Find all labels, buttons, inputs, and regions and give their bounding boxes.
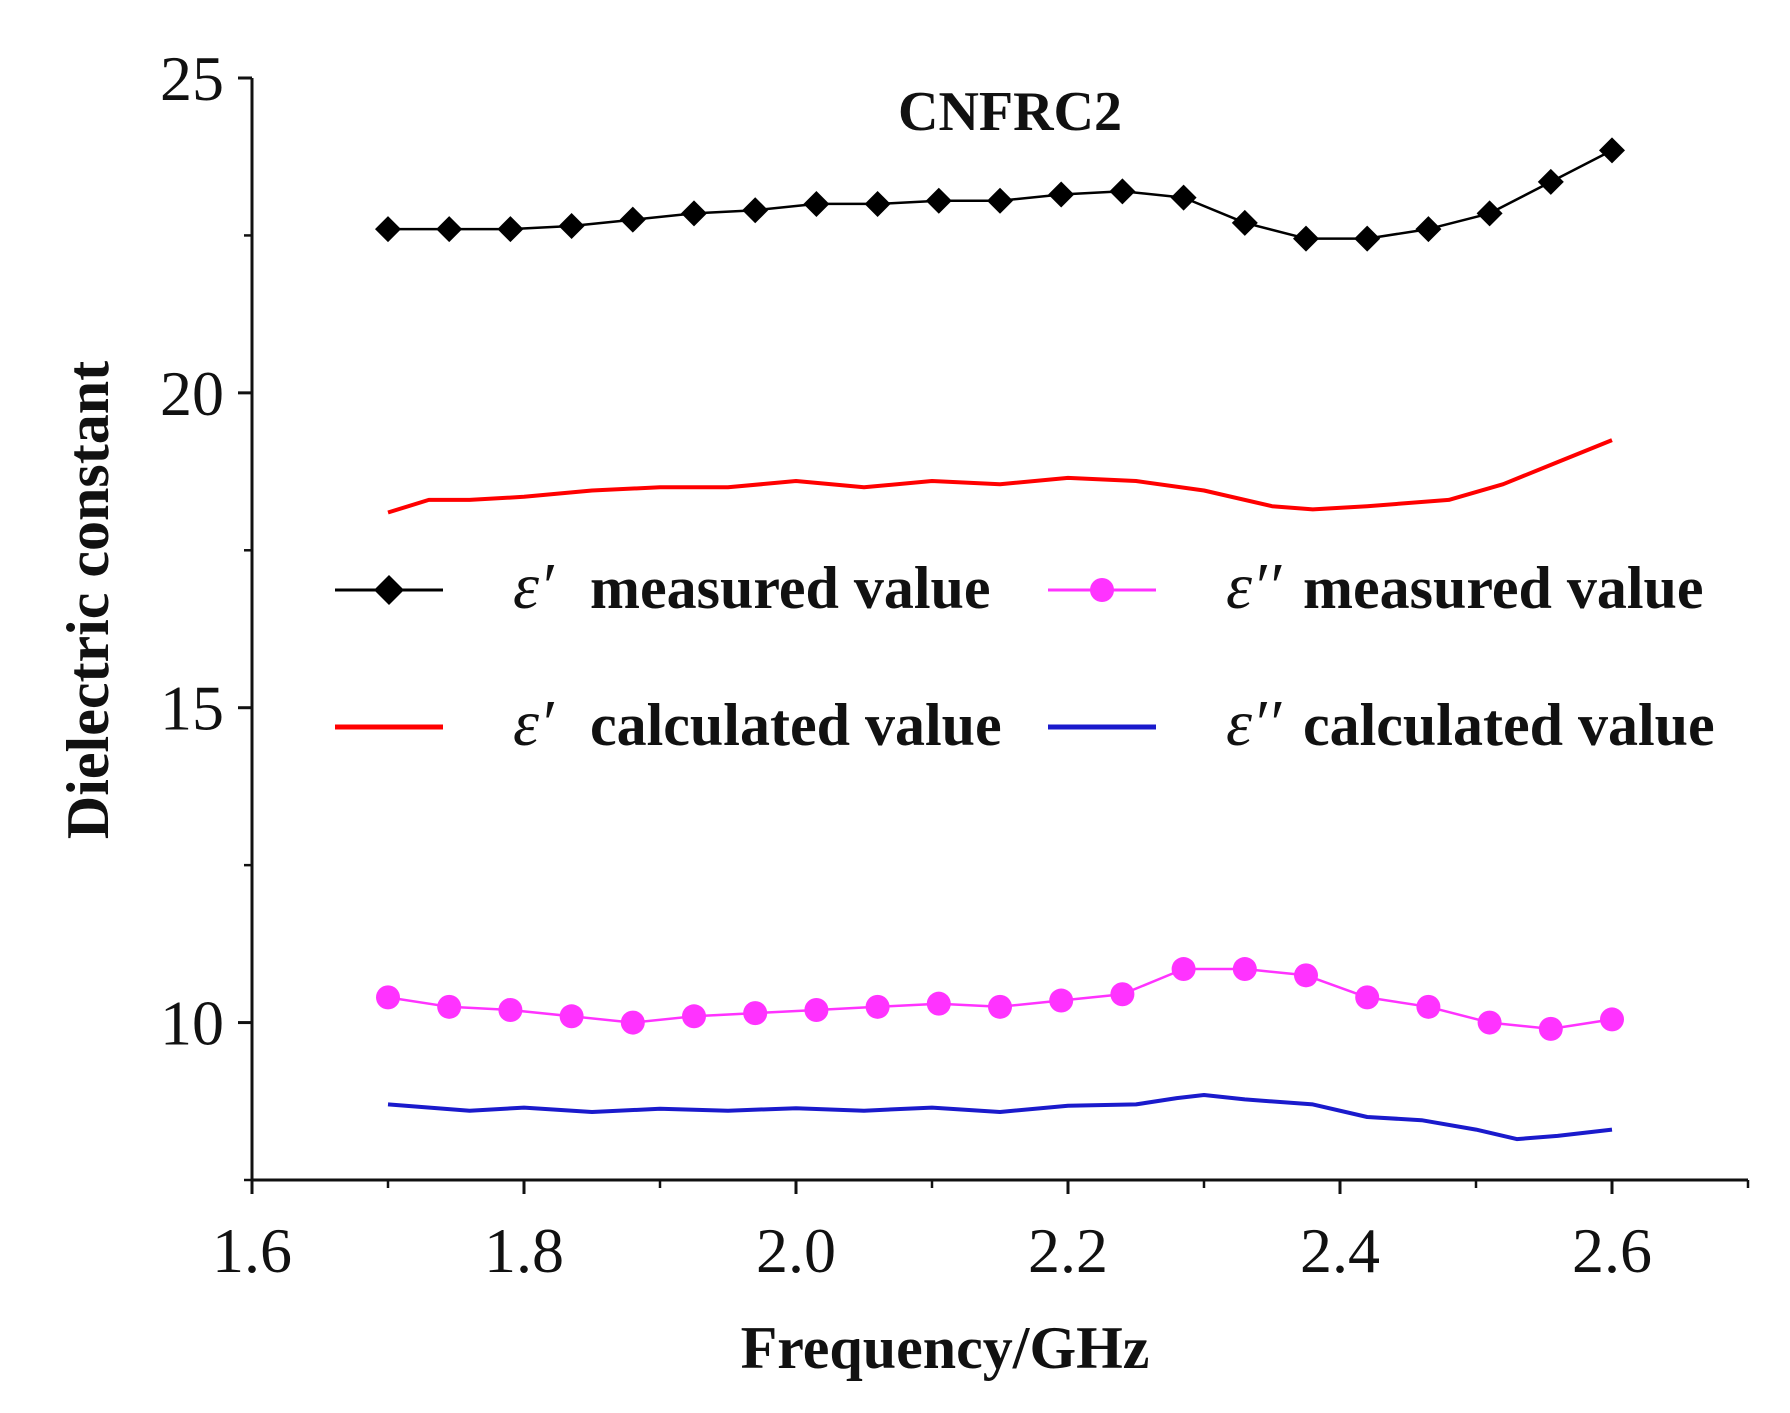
legend-item-2: ε′ calculated value — [335, 687, 1002, 760]
x-tick-label: 2.4 — [1300, 1215, 1380, 1286]
data-point — [436, 216, 463, 243]
y-tick-label: 10 — [160, 988, 224, 1059]
y-tick-label: 15 — [160, 673, 224, 744]
data-point — [1294, 963, 1318, 988]
data-point — [682, 1004, 706, 1029]
data-point — [925, 187, 952, 214]
series-2 — [387, 438, 1613, 515]
series-layer — [375, 137, 1625, 1142]
series-1 — [376, 957, 1624, 1041]
x-tick-label: 1.6 — [212, 1215, 292, 1286]
legend-marker — [1090, 578, 1114, 602]
data-point — [375, 216, 401, 243]
axes: 1.6 1.8 2.0 2.2 2.4 2.6 10 15 20 25 — [160, 43, 1750, 1286]
data-point — [988, 994, 1012, 1019]
data-point — [1110, 982, 1135, 1007]
data-point — [619, 206, 646, 233]
data-point — [1048, 181, 1075, 208]
data-point — [1171, 957, 1196, 982]
legend-label: calculated value — [1303, 692, 1715, 758]
x-tick-label: 2.2 — [1028, 1215, 1108, 1286]
y-tick-label: 20 — [160, 358, 224, 429]
data-point — [1476, 200, 1503, 227]
data-point — [498, 997, 523, 1022]
series-line — [387, 438, 1613, 515]
data-point — [1231, 209, 1258, 236]
legend-symbol: ε′′ — [1226, 687, 1282, 760]
legend-label: measured value — [590, 555, 991, 621]
data-point — [1170, 184, 1197, 211]
legend-symbol: ε′ — [513, 550, 555, 623]
legend-label: measured value — [1303, 555, 1704, 621]
data-point — [803, 190, 830, 217]
y-axis-title: Dielectric constant — [55, 361, 121, 839]
data-point — [1537, 168, 1564, 195]
data-point — [864, 190, 891, 217]
legend-item-3: ε′′ calculated value — [1048, 687, 1715, 760]
data-point — [1049, 988, 1074, 1013]
series-3 — [387, 1093, 1613, 1142]
data-point — [743, 1001, 768, 1026]
data-point — [865, 994, 890, 1019]
data-point — [681, 200, 707, 227]
data-point — [1354, 225, 1381, 252]
data-point — [1355, 985, 1380, 1010]
x-tick-label: 2.0 — [756, 1215, 836, 1286]
data-point — [987, 187, 1013, 214]
data-point — [620, 1010, 645, 1035]
data-point — [1415, 216, 1442, 243]
data-point — [558, 212, 585, 239]
legend-symbol: ε′′ — [1226, 550, 1282, 623]
legend: ε′ measured value ε′′ measured value ε′ calcu… — [335, 550, 1715, 760]
data-point — [1293, 225, 1319, 252]
legend-marker — [374, 575, 404, 605]
data-point — [376, 985, 400, 1010]
y-tick-label: 25 — [160, 43, 224, 114]
data-point — [497, 216, 524, 243]
x-axis-title: Frequency/GHz — [741, 1315, 1150, 1381]
x-tick-label: 2.6 — [1572, 1215, 1652, 1286]
data-point — [1416, 994, 1441, 1019]
data-point — [1600, 1007, 1624, 1032]
data-point — [559, 1004, 584, 1029]
data-point — [804, 997, 829, 1022]
series-0 — [375, 137, 1625, 252]
legend-label: calculated value — [590, 692, 1002, 758]
data-point — [1538, 1016, 1563, 1041]
data-point — [1109, 178, 1136, 205]
legend-symbol: ε′ — [513, 687, 555, 760]
data-point — [437, 994, 462, 1019]
x-tick-label: 1.8 — [484, 1215, 564, 1286]
data-point — [1477, 1010, 1502, 1035]
data-point — [742, 197, 769, 224]
legend-item-1: ε′′ measured value — [1048, 550, 1704, 623]
data-point — [1599, 137, 1625, 164]
series-line — [387, 1093, 1613, 1142]
chart-title: CNFRC2 — [898, 81, 1122, 143]
legend-item-0: ε′ measured value — [335, 550, 991, 623]
data-point — [926, 991, 951, 1016]
data-point — [1232, 957, 1257, 982]
